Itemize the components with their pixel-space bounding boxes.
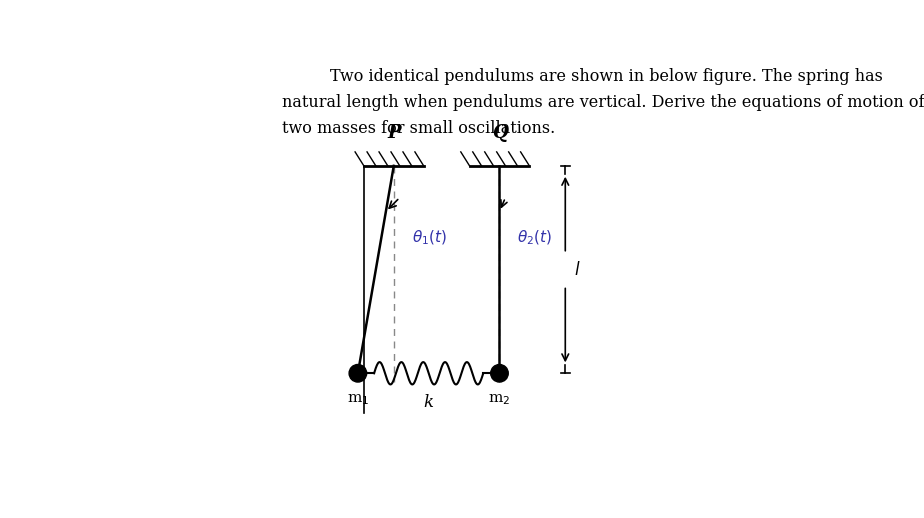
Text: $\theta_1(t)$: $\theta_1(t)$ [412,228,447,247]
Text: m$_1$: m$_1$ [346,392,369,407]
Text: $l$: $l$ [574,261,580,279]
Text: m$_2$: m$_2$ [488,392,511,407]
Circle shape [349,365,367,382]
Text: Two identical pendulums are shown in below figure. The spring has: Two identical pendulums are shown in bel… [330,68,882,85]
Text: $\theta_2(t)$: $\theta_2(t)$ [517,228,553,247]
Text: Q: Q [492,124,507,142]
Text: natural length when pendulums are vertical. Derive the equations of motion of th: natural length when pendulums are vertic… [282,94,924,111]
Text: P: P [387,124,400,142]
Circle shape [491,365,508,382]
Text: k: k [423,394,433,411]
Text: two masses for small oscillations.: two masses for small oscillations. [282,120,555,137]
